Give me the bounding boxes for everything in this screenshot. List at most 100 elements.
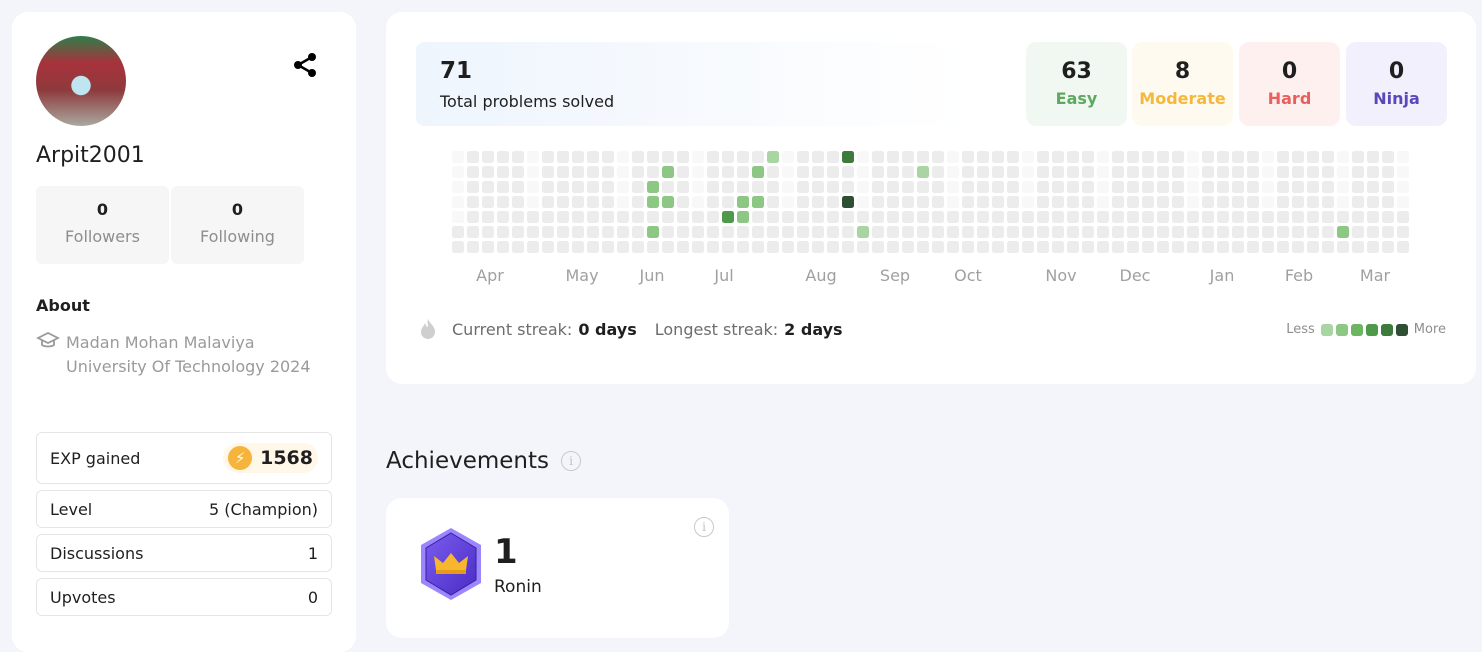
heatmap-cell[interactable] (1382, 166, 1394, 178)
heatmap-cell[interactable] (1292, 211, 1304, 223)
heatmap-cell[interactable] (1202, 226, 1214, 238)
heatmap-cell[interactable] (1097, 181, 1109, 193)
heatmap-cell[interactable] (722, 166, 734, 178)
heatmap-cell[interactable] (707, 226, 719, 238)
heatmap-cell[interactable] (677, 196, 689, 208)
heatmap-cell[interactable] (1157, 211, 1169, 223)
heatmap-cell[interactable] (557, 226, 569, 238)
heatmap-cell[interactable] (542, 181, 554, 193)
heatmap-cell-active[interactable] (737, 211, 749, 223)
heatmap-cell[interactable] (1247, 241, 1259, 253)
heatmap-cell[interactable] (572, 196, 584, 208)
heatmap-cell[interactable] (812, 196, 824, 208)
heatmap-cell[interactable] (737, 226, 749, 238)
heatmap-cell[interactable] (1277, 181, 1289, 193)
heatmap-cell[interactable] (1352, 211, 1364, 223)
heatmap-cell[interactable] (902, 211, 914, 223)
heatmap-cell[interactable] (617, 166, 629, 178)
heatmap-cell[interactable] (1397, 181, 1409, 193)
heatmap-cell[interactable] (842, 181, 854, 193)
heatmap-cell[interactable] (767, 181, 779, 193)
heatmap-cell[interactable] (1322, 181, 1334, 193)
heatmap-cell[interactable] (1307, 241, 1319, 253)
heatmap-cell[interactable] (1007, 241, 1019, 253)
heatmap-cell[interactable] (1022, 241, 1034, 253)
heatmap-cell[interactable] (572, 181, 584, 193)
heatmap-cell[interactable] (647, 241, 659, 253)
heatmap-cell[interactable] (947, 196, 959, 208)
heatmap-cell[interactable] (947, 211, 959, 223)
heatmap-cell[interactable] (707, 181, 719, 193)
heatmap-cell[interactable] (812, 241, 824, 253)
heatmap-cell[interactable] (1382, 196, 1394, 208)
heatmap-cell[interactable] (782, 166, 794, 178)
heatmap-cell[interactable] (1247, 196, 1259, 208)
heatmap-cell[interactable] (1322, 166, 1334, 178)
heatmap-cell[interactable] (1232, 181, 1244, 193)
heatmap-cell[interactable] (902, 151, 914, 163)
heatmap-cell[interactable] (662, 226, 674, 238)
heatmap-cell[interactable] (932, 211, 944, 223)
heatmap-cell[interactable] (1217, 196, 1229, 208)
heatmap-cell[interactable] (1247, 151, 1259, 163)
heatmap-cell[interactable] (617, 241, 629, 253)
heatmap-cell[interactable] (557, 166, 569, 178)
heatmap-cell[interactable] (1337, 196, 1349, 208)
heatmap-cell[interactable] (1007, 211, 1019, 223)
heatmap-cell[interactable] (467, 166, 479, 178)
heatmap-cell[interactable] (707, 166, 719, 178)
heatmap-cell[interactable] (917, 241, 929, 253)
heatmap-cell[interactable] (467, 196, 479, 208)
heatmap-cell[interactable] (1277, 166, 1289, 178)
heatmap-cell[interactable] (1202, 151, 1214, 163)
heatmap-cell[interactable] (692, 151, 704, 163)
heatmap-cell[interactable] (452, 241, 464, 253)
heatmap-cell[interactable] (572, 211, 584, 223)
heatmap-cell[interactable] (557, 211, 569, 223)
heatmap-cell[interactable] (782, 151, 794, 163)
heatmap-cell[interactable] (872, 181, 884, 193)
heatmap-cell[interactable] (1112, 166, 1124, 178)
heatmap-cell[interactable] (1112, 151, 1124, 163)
followers-stat[interactable]: 0 Followers (36, 186, 169, 264)
heatmap-cell-active[interactable] (842, 151, 854, 163)
heatmap-cell[interactable] (1127, 226, 1139, 238)
heatmap-cell[interactable] (1172, 196, 1184, 208)
heatmap-cell[interactable] (887, 226, 899, 238)
heatmap-cell[interactable] (1112, 226, 1124, 238)
heatmap-cell[interactable] (992, 166, 1004, 178)
heatmap-cell[interactable] (707, 241, 719, 253)
heatmap-cell[interactable] (677, 181, 689, 193)
heatmap-cell[interactable] (452, 181, 464, 193)
heatmap-cell[interactable] (1052, 181, 1064, 193)
heatmap-cell[interactable] (1352, 151, 1364, 163)
heatmap-cell[interactable] (572, 226, 584, 238)
heatmap-cell[interactable] (692, 226, 704, 238)
heatmap-cell-active[interactable] (752, 196, 764, 208)
heatmap-cell[interactable] (857, 181, 869, 193)
heatmap-cell[interactable] (662, 181, 674, 193)
heatmap-cell[interactable] (1277, 196, 1289, 208)
heatmap-cell[interactable] (917, 226, 929, 238)
heatmap-cell[interactable] (1217, 226, 1229, 238)
heatmap-cell[interactable] (1112, 211, 1124, 223)
heatmap-cell[interactable] (692, 166, 704, 178)
heatmap-cell[interactable] (1112, 241, 1124, 253)
heatmap-cell[interactable] (737, 151, 749, 163)
heatmap-cell[interactable] (1067, 151, 1079, 163)
heatmap-cell[interactable] (1202, 241, 1214, 253)
heatmap-cell[interactable] (617, 196, 629, 208)
heatmap-cell[interactable] (1127, 151, 1139, 163)
heatmap-cell[interactable] (542, 166, 554, 178)
heatmap-cell[interactable] (1367, 226, 1379, 238)
heatmap-cell[interactable] (767, 166, 779, 178)
heatmap-cell[interactable] (767, 196, 779, 208)
heatmap-cell-active[interactable] (647, 181, 659, 193)
heatmap-cell[interactable] (977, 181, 989, 193)
heatmap-cell[interactable] (902, 196, 914, 208)
heatmap-cell[interactable] (992, 226, 1004, 238)
heatmap-cell[interactable] (587, 166, 599, 178)
heatmap-cell[interactable] (872, 241, 884, 253)
heatmap-cell[interactable] (1367, 151, 1379, 163)
heatmap-cell[interactable] (722, 151, 734, 163)
